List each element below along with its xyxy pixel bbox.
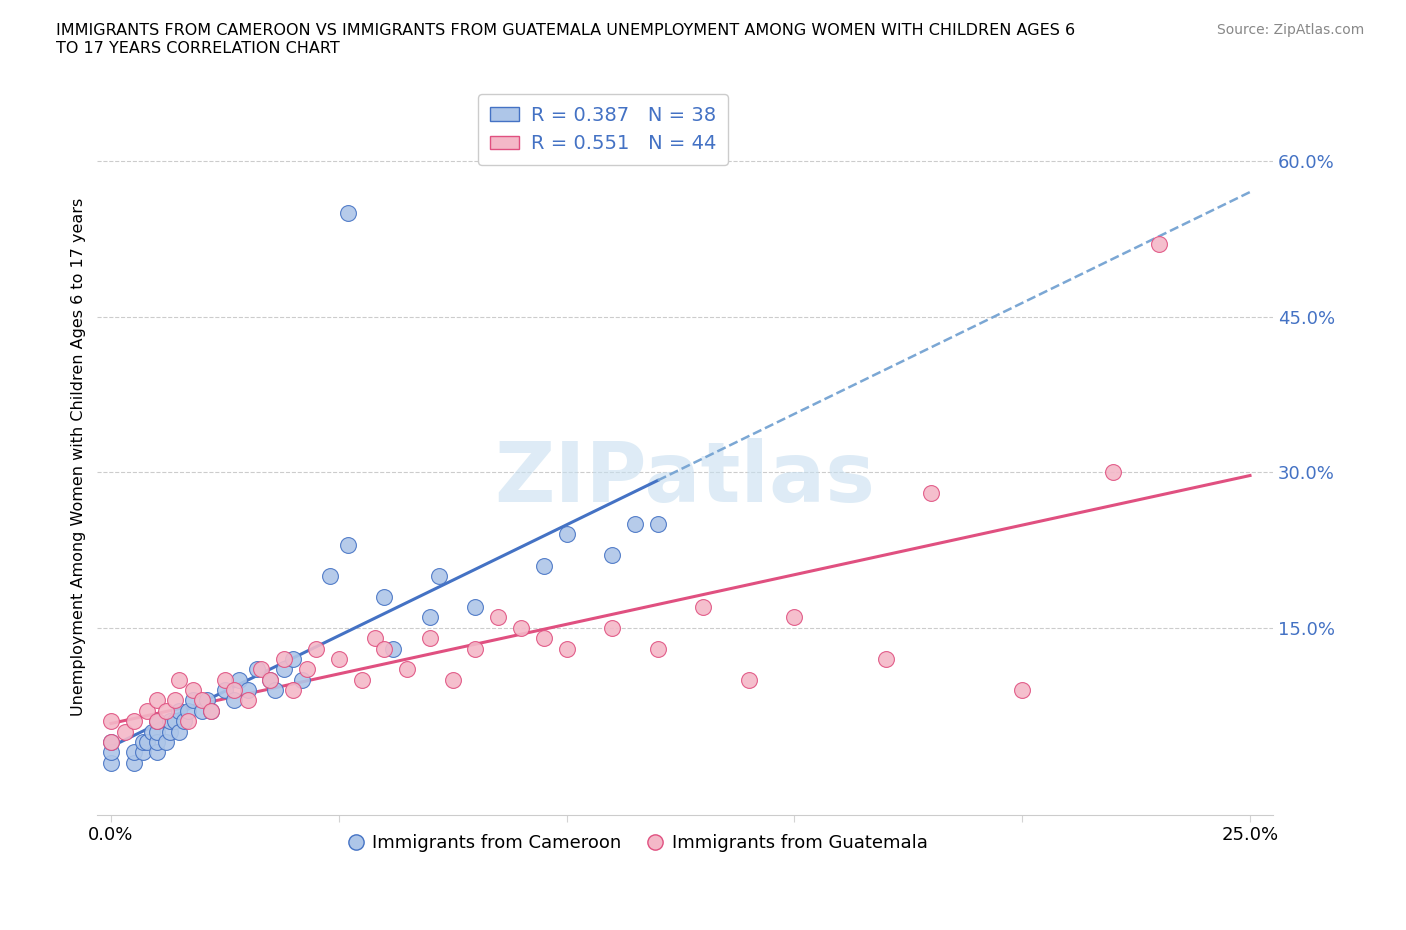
Point [177,713,200,728]
Point [222,693,245,708]
Point [510,620,533,635]
Point [373,641,395,656]
Point [305,641,328,656]
Point [295,662,318,677]
Point [427,568,450,583]
Point [114,724,136,739]
Point [155,703,177,718]
Point [250,662,273,677]
Point [136,735,159,750]
Point [100,735,122,750]
Point [132,735,155,750]
Point [145,745,167,760]
Point [283,683,305,698]
Point [195,693,218,708]
Point [783,610,806,625]
Point [533,558,555,573]
Point [318,568,340,583]
Point [191,693,214,708]
Point [264,683,287,698]
Point [173,713,195,728]
Point [200,703,222,718]
Legend: Immigrants from Cameroon, Immigrants from Guatemala: Immigrants from Cameroon, Immigrants fro… [342,827,935,859]
Point [419,610,441,625]
Point [291,672,314,687]
Point [100,755,122,770]
Point [214,683,236,698]
Point [177,703,200,718]
Point [122,745,145,760]
Point [222,683,245,698]
Point [145,713,167,728]
Point [155,735,177,750]
Point [1011,683,1033,698]
Point [181,693,204,708]
Point [600,620,623,635]
Point [486,610,509,625]
Point [464,600,486,615]
Point [145,713,167,728]
Point [236,683,259,698]
Point [647,641,669,656]
Point [273,652,295,667]
Point [169,724,191,739]
Point [600,548,623,563]
Point [214,672,236,687]
Point [159,724,181,739]
Point [373,590,395,604]
Point [145,724,167,739]
Text: ZIPatlas: ZIPatlas [495,438,876,519]
Point [350,672,373,687]
Point [875,652,897,667]
Point [1102,465,1125,480]
Point [122,713,145,728]
Point [464,641,486,656]
Y-axis label: Unemployment Among Women with Children Ages 6 to 17 years: Unemployment Among Women with Children A… [72,197,86,716]
Point [236,693,259,708]
Point [336,206,359,220]
Point [141,724,163,739]
Point [1147,236,1170,251]
Point [163,713,186,728]
Text: Source: ZipAtlas.com: Source: ZipAtlas.com [1216,23,1364,37]
Point [364,631,387,645]
Point [419,631,441,645]
Point [181,683,204,698]
Point [273,662,295,677]
Text: IMMIGRANTS FROM CAMEROON VS IMMIGRANTS FROM GUATEMALA UNEMPLOYMENT AMONG WOMEN W: IMMIGRANTS FROM CAMEROON VS IMMIGRANTS F… [56,23,1076,56]
Point [145,735,167,750]
Point [132,745,155,760]
Point [100,713,122,728]
Point [920,485,942,500]
Point [555,641,578,656]
Point [191,703,214,718]
Point [200,703,222,718]
Point [336,538,359,552]
Point [246,662,269,677]
Point [136,703,159,718]
Point [441,672,464,687]
Point [533,631,555,645]
Point [624,516,647,531]
Point [169,703,191,718]
Point [169,672,191,687]
Point [100,735,122,750]
Point [692,600,714,615]
Point [382,641,405,656]
Point [163,693,186,708]
Point [145,693,167,708]
Point [259,672,281,687]
Point [647,516,669,531]
Point [328,652,350,667]
Point [100,745,122,760]
Point [396,662,419,677]
Point [738,672,761,687]
Point [122,755,145,770]
Point [283,652,305,667]
Point [159,713,181,728]
Point [259,672,281,687]
Point [228,672,250,687]
Point [555,527,578,542]
